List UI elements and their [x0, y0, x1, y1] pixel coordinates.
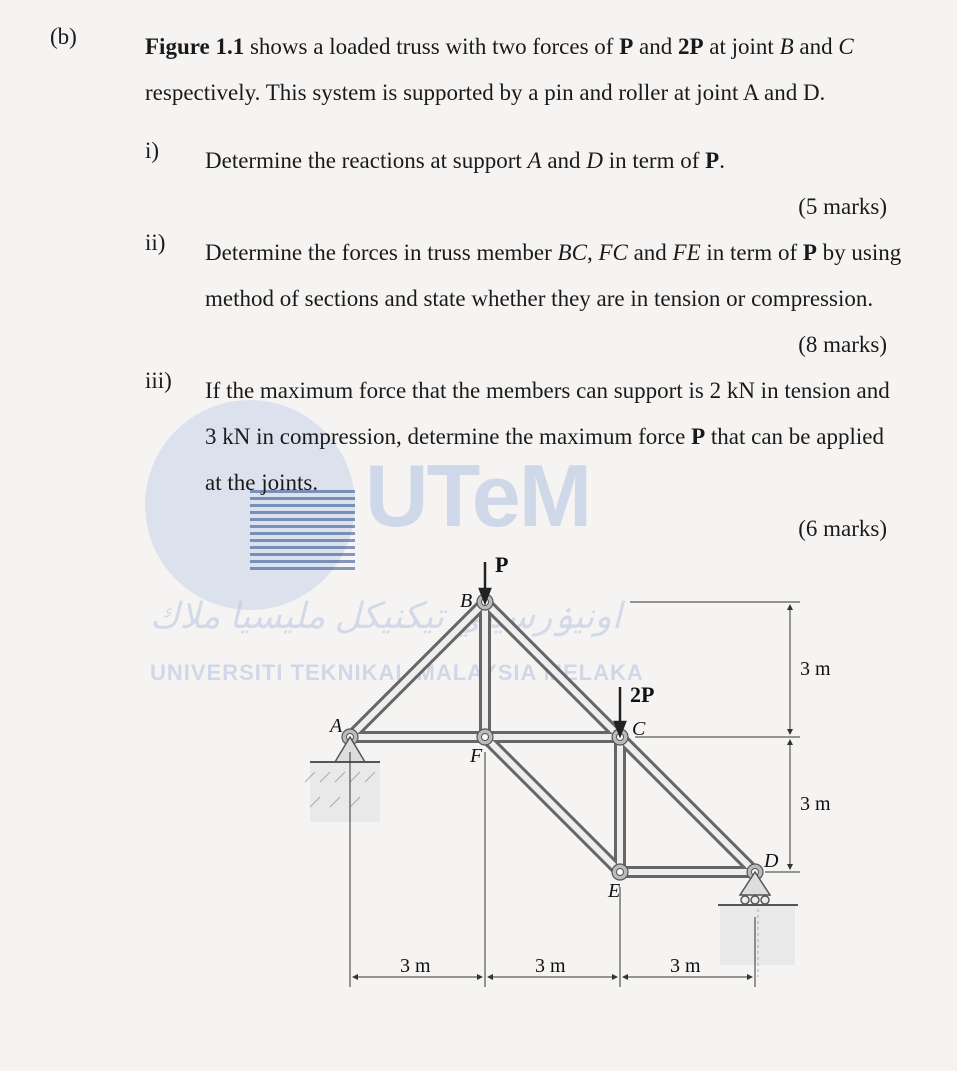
truss-figure: P 2P A B C D E F: [200, 557, 920, 1027]
part-iii-marks: (6 marks): [50, 506, 907, 552]
dim-h1: 3 m: [800, 658, 831, 680]
load-2p-label: 2P: [630, 682, 654, 707]
part-ii-text-1: Determine the forces in truss member BC,…: [205, 240, 901, 265]
question-label: (b): [50, 24, 95, 50]
intro-line-2: respectively. This system is supported b…: [145, 80, 825, 105]
joint-f-label: F: [469, 745, 483, 767]
load-p-label: P: [495, 557, 508, 577]
part-iii-text-2: 3 kN in compression, determine the maxim…: [205, 424, 884, 449]
joint-e-label: E: [607, 880, 620, 902]
part-i-marks: (5 marks): [50, 184, 907, 230]
joint-b-label: B: [460, 590, 472, 612]
dim-h2: 3 m: [800, 793, 831, 815]
part-iii-label: iii): [145, 368, 205, 394]
joint-d-label: D: [763, 850, 779, 872]
part-i-text: Determine the reactions at support A and…: [205, 148, 725, 173]
part-i-label: i): [145, 138, 205, 164]
intro-line-1: Figure 1.1 shows a loaded truss with two…: [145, 34, 854, 59]
part-iii-text-1: If the maximum force that the members ca…: [205, 378, 890, 403]
dim-w1: 3 m: [400, 955, 431, 977]
joint-a-label: A: [328, 715, 343, 737]
part-ii-row: ii) Determine the forces in truss member…: [145, 230, 907, 322]
dim-w3: 3 m: [670, 955, 701, 977]
question-intro-row: (b) Figure 1.1 shows a loaded truss with…: [50, 24, 907, 116]
part-i-row: i) Determine the reactions at support A …: [145, 138, 907, 184]
part-ii-label: ii): [145, 230, 205, 256]
part-ii-text-2: method of sections and state whether the…: [205, 286, 873, 311]
part-iii-row: iii) If the maximum force that the membe…: [145, 368, 907, 506]
part-ii-marks: (8 marks): [50, 322, 907, 368]
dim-w2: 3 m: [535, 955, 566, 977]
part-iii-text-3: at the joints.: [205, 470, 318, 495]
